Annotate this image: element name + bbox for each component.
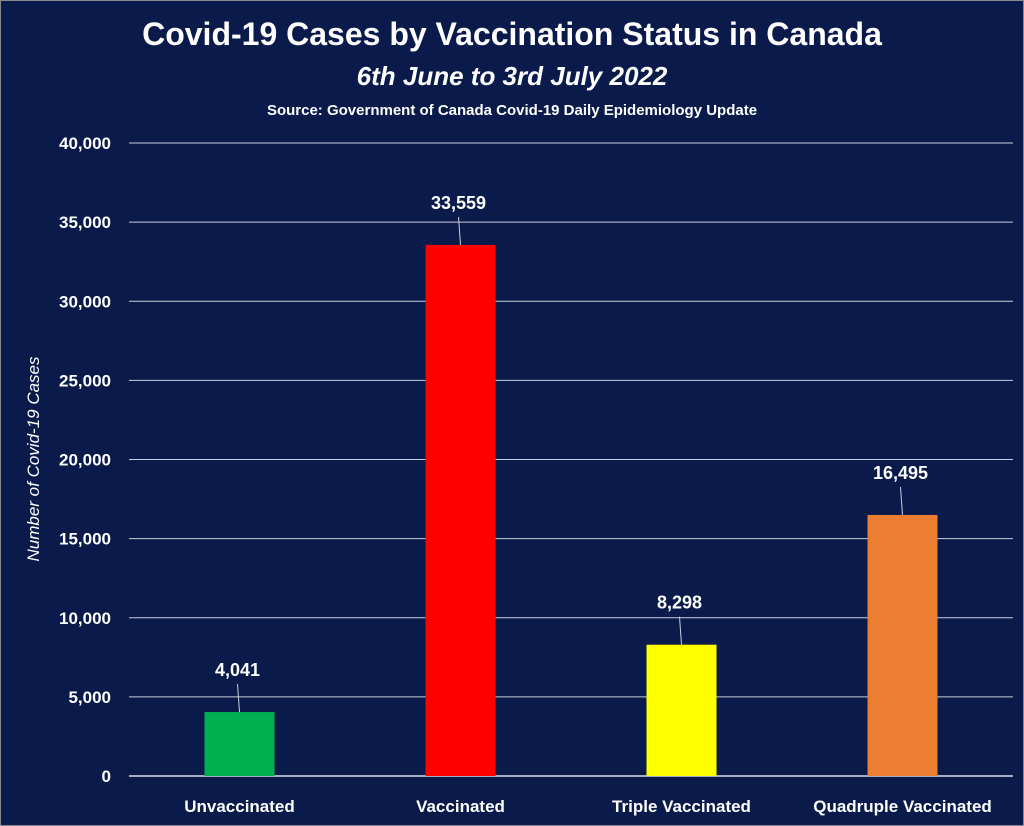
y-tick-label: 25,000 xyxy=(59,371,111,390)
data-label-leader xyxy=(679,616,682,645)
bars xyxy=(204,244,938,776)
x-axis-categories: Unvaccinated Vaccinated Triple Vaccinated Q… xyxy=(184,797,992,816)
data-label: 33,559 xyxy=(431,193,486,213)
data-label: 8,298 xyxy=(657,593,702,613)
y-tick-label: 20,000 xyxy=(59,451,111,470)
chart-subtitle: 6th June to 3rd July 2022 xyxy=(357,61,668,91)
data-label-leaders xyxy=(237,216,903,713)
data-label-leader xyxy=(900,486,903,516)
data-label-leader xyxy=(458,216,461,245)
data-label: 4,041 xyxy=(215,660,260,680)
data-label: 16,495 xyxy=(873,463,928,483)
y-tick-label: 30,000 xyxy=(59,292,111,311)
y-tick-label: 5,000 xyxy=(68,688,111,707)
x-category-label: Triple Vaccinated xyxy=(612,797,751,816)
y-tick-label: 15,000 xyxy=(59,530,111,549)
x-category-label: Vaccinated xyxy=(416,797,505,816)
gridlines xyxy=(129,142,1013,777)
x-category-label: Quadruple Vaccinated xyxy=(813,797,992,816)
y-tick-label: 35,000 xyxy=(59,213,111,232)
x-category-label: Unvaccinated xyxy=(184,797,295,816)
chart-source: Source: Government of Canada Covid-19 Da… xyxy=(267,102,757,119)
bar xyxy=(204,712,275,776)
y-tick-label: 10,000 xyxy=(59,609,111,628)
data-label-leader xyxy=(237,684,240,713)
bar xyxy=(646,644,717,776)
chart-title: Covid-19 Cases by Vaccination Status in … xyxy=(142,16,882,52)
data-labels: 4,041 33,559 8,298 16,495 xyxy=(215,193,928,680)
bar xyxy=(867,514,938,776)
bar xyxy=(425,244,496,776)
y-tick-label: 40,000 xyxy=(59,134,111,153)
y-axis-label: Number of Covid-19 Cases xyxy=(24,356,43,562)
y-tick-label: 0 xyxy=(102,767,111,786)
y-axis-ticks: 0 5,000 10,000 15,000 20,000 25,000 30,000 35,0… xyxy=(59,134,111,786)
